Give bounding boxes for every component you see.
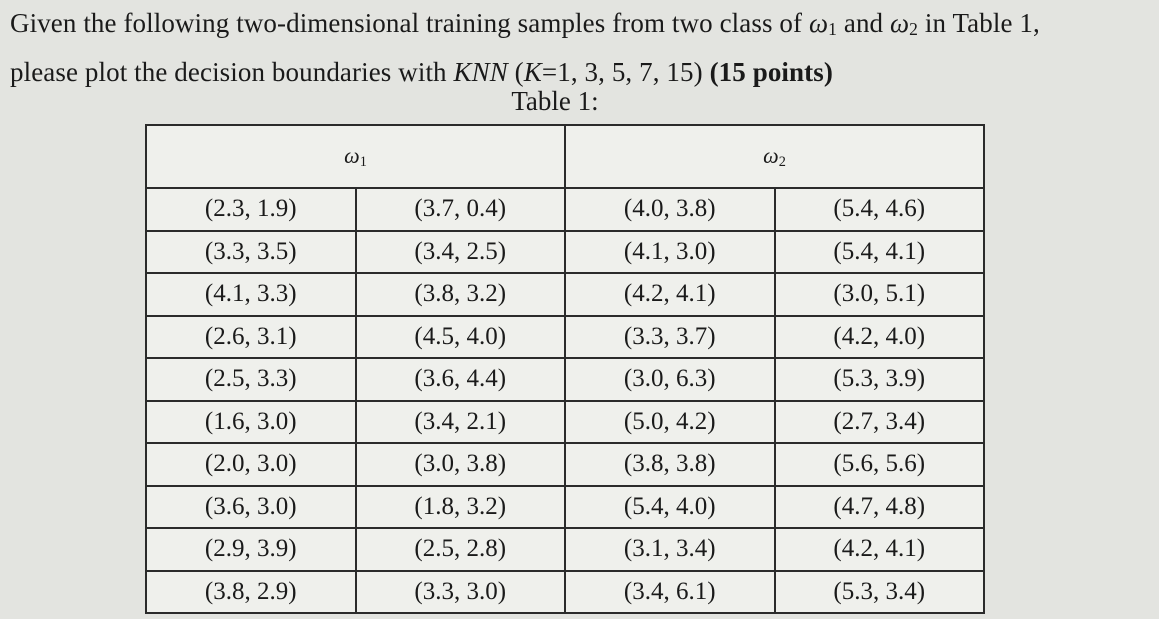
- omega-2-sample-cell: (4.7, 4.8): [773, 484, 985, 529]
- omega-2-sample-cell: (2.7, 3.4): [773, 399, 985, 444]
- omega-1-sample-cell: (2.0, 3.0): [145, 442, 357, 487]
- omega-2-sample-cell: (4.2, 4.0): [773, 314, 985, 359]
- table-row: (4.1, 3.3) (3.8, 3.2) (4.2, 4.1) (3.0, 5.1): [145, 272, 985, 317]
- omega-2-sample-cell: (5.4, 4.0): [564, 484, 776, 529]
- omega-2-sample-cell: (5.4, 4.6): [773, 187, 985, 232]
- omega-1-sample-cell: (2.5, 3.3): [145, 357, 357, 402]
- omega-2-sample-cell: (4.0, 3.8): [564, 187, 776, 232]
- class-omega-1: ω1: [808, 8, 838, 39]
- omega-subscript: 2: [778, 153, 786, 170]
- omega-2-sample-cell: (3.1, 3.4): [564, 527, 776, 572]
- omega-1-sample-cell: (2.3, 1.9): [145, 187, 357, 232]
- omega-1-sample-cell: (3.6, 3.0): [145, 484, 357, 529]
- omega-1-sample-cell: (3.8, 3.2): [354, 272, 566, 317]
- omega-2-sample-cell: (5.3, 3.4): [773, 569, 985, 614]
- question-text-part: please plot the decision boundaries with: [10, 57, 454, 87]
- omega-2-sample-cell: (4.1, 3.0): [564, 229, 776, 274]
- training-samples-table: ω1 ω2 (2.3, 1.9) (3.7, 0.4) (4.0, 3.8) (5.4…: [145, 124, 985, 614]
- k-values: =1, 3, 5, 7, 15): [541, 57, 703, 87]
- omega-2-sample-cell: (4.2, 4.1): [564, 272, 776, 317]
- table-header-row: ω1 ω2: [145, 124, 985, 189]
- omega-1-sample-cell: (1.6, 3.0): [145, 399, 357, 444]
- omega-2-sample-cell: (3.4, 6.1): [564, 569, 776, 614]
- omega-subscript: 1: [828, 19, 838, 39]
- table-row: (2.6, 3.1) (4.5, 4.0) (3.3, 3.7) (4.2, 4.0): [145, 314, 985, 359]
- omega-2-sample-cell: (3.8, 3.8): [564, 442, 776, 487]
- omega-2-sample-cell: (5.4, 4.1): [773, 229, 985, 274]
- omega-1-sample-cell: (3.3, 3.5): [145, 229, 357, 274]
- omega-1-sample-cell: (4.5, 4.0): [354, 314, 566, 359]
- omega-1-sample-cell: (4.1, 3.3): [145, 272, 357, 317]
- omega-symbol: ω: [344, 142, 360, 168]
- omega-1-sample-cell: (2.6, 3.1): [145, 314, 357, 359]
- question-line-2: please plot the decision boundaries with…: [10, 51, 1159, 94]
- omega-1-sample-cell: (3.4, 2.1): [354, 399, 566, 444]
- header-omega-2: ω2: [564, 124, 985, 189]
- table-row: (3.6, 3.0) (1.8, 3.2) (5.4, 4.0) (4.7, 4.8): [145, 484, 985, 529]
- omega-1-sample-cell: (2.9, 3.9): [145, 527, 357, 572]
- omega-1-sample-cell: (2.5, 2.8): [354, 527, 566, 572]
- omega-symbol: ω: [808, 8, 829, 38]
- omega-1-sample-cell: (1.8, 3.2): [354, 484, 566, 529]
- omega-2-sample-cell: (3.0, 6.3): [564, 357, 776, 402]
- omega-1-sample-cell: (3.0, 3.8): [354, 442, 566, 487]
- knn-term: KNN: [453, 57, 508, 87]
- table-caption: Table 1:: [511, 86, 599, 116]
- question-text-part: and: [837, 8, 890, 38]
- question-text: Given the following two-dimensional trai…: [10, 2, 1159, 94]
- header-omega-1: ω1: [145, 124, 566, 189]
- omega-2-sample-cell: (3.0, 5.1): [773, 272, 985, 317]
- table-row: (1.6, 3.0) (3.4, 2.1) (5.0, 4.2) (2.7, 3.4): [145, 399, 985, 444]
- omega-subscript: 2: [909, 19, 919, 39]
- table-row: (2.0, 3.0) (3.0, 3.8) (3.8, 3.8) (5.6, 5.6): [145, 442, 985, 487]
- omega-1-sample-cell: (3.3, 3.0): [354, 569, 566, 614]
- class-omega-2: ω2: [890, 8, 919, 39]
- omega-2-sample-cell: (5.0, 4.2): [564, 399, 776, 444]
- question-text-part: in Table 1,: [918, 8, 1040, 38]
- omega-symbol: ω: [890, 8, 910, 38]
- omega-1-sample-cell: (3.4, 2.5): [354, 229, 566, 274]
- omega-2-sample-cell: (4.2, 4.1): [773, 527, 985, 572]
- question-line-1: Given the following two-dimensional trai…: [10, 2, 1159, 51]
- omega-1-sample-cell: (3.8, 2.9): [145, 569, 357, 614]
- table-row: (2.5, 3.3) (3.6, 4.4) (3.0, 6.3) (5.3, 3.9): [145, 357, 985, 402]
- points-label: (15 points): [702, 57, 833, 87]
- omega-subscript: 1: [359, 153, 367, 170]
- omega-symbol: ω: [763, 142, 779, 168]
- question-text-part: Given the following two-dimensional trai…: [10, 8, 809, 38]
- k-variable: K: [523, 57, 542, 87]
- table-row: (3.3, 3.5) (3.4, 2.5) (4.1, 3.0) (5.4, 4.1): [145, 229, 985, 274]
- omega-1-sample-cell: (3.6, 4.4): [354, 357, 566, 402]
- table-row: (2.9, 3.9) (2.5, 2.8) (3.1, 3.4) (4.2, 4.1): [145, 527, 985, 572]
- table-row: (2.3, 1.9) (3.7, 0.4) (4.0, 3.8) (5.4, 4.6): [145, 187, 985, 232]
- omega-1-sample-cell: (3.7, 0.4): [354, 187, 566, 232]
- question-text-part: (: [507, 57, 524, 87]
- table-row: (3.8, 2.9) (3.3, 3.0) (3.4, 6.1) (5.3, 3.4): [145, 569, 985, 614]
- omega-2-sample-cell: (5.6, 5.6): [773, 442, 985, 487]
- omega-2-sample-cell: (5.3, 3.9): [773, 357, 985, 402]
- omega-2-sample-cell: (3.3, 3.7): [564, 314, 776, 359]
